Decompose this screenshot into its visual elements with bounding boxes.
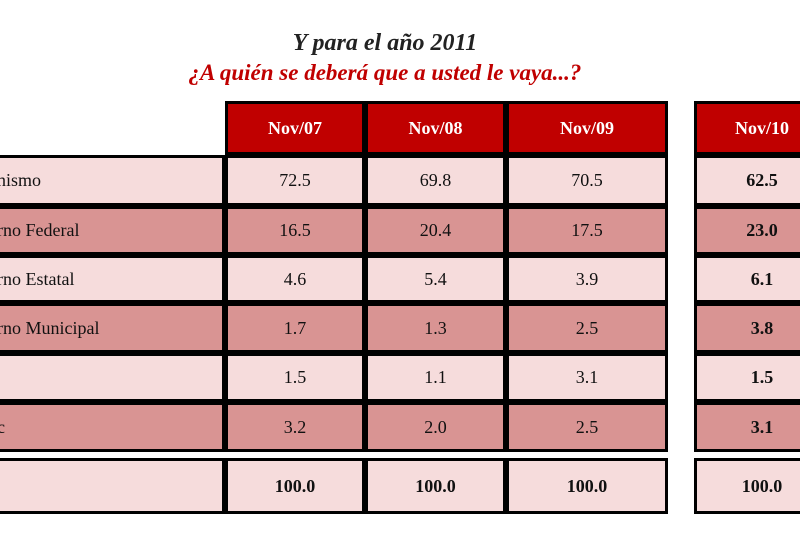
value-cell: 2.5 <box>506 303 668 353</box>
total-cell: 100.0 <box>506 458 668 514</box>
value-cell: 6.1 <box>694 255 800 303</box>
value-cell: 70.5 <box>506 155 668 206</box>
value-cell: 1.3 <box>365 303 506 353</box>
row-label: rno Municipal <box>0 303 225 353</box>
value-cell: 17.5 <box>506 206 668 255</box>
value-cell: 4.6 <box>225 255 365 303</box>
value-cell: 3.9 <box>506 255 668 303</box>
column-header: Nov/09 <box>506 101 668 155</box>
total-cell: 100.0 <box>694 458 800 514</box>
value-cell: 62.5 <box>694 155 800 206</box>
row-label <box>0 353 225 402</box>
value-cell: 23.0 <box>694 206 800 255</box>
row-label: rno Estatal <box>0 255 225 303</box>
value-cell: 69.8 <box>365 155 506 206</box>
value-cell: 3.1 <box>694 402 800 452</box>
value-cell: 1.1 <box>365 353 506 402</box>
value-cell: 5.4 <box>365 255 506 303</box>
value-cell: 72.5 <box>225 155 365 206</box>
column-header: Nov/10 <box>694 101 800 155</box>
row-label <box>0 458 225 514</box>
row-label: c <box>0 402 225 452</box>
column-header: Nov/07 <box>225 101 365 155</box>
total-cell: 100.0 <box>365 458 506 514</box>
value-cell: 1.5 <box>225 353 365 402</box>
value-cell: 1.5 <box>694 353 800 402</box>
row-label: rno Federal <box>0 206 225 255</box>
value-cell: 16.5 <box>225 206 365 255</box>
total-cell: 100.0 <box>225 458 365 514</box>
row-label: nismo <box>0 155 225 206</box>
value-cell: 3.1 <box>506 353 668 402</box>
value-cell: 3.8 <box>694 303 800 353</box>
column-header: Nov/08 <box>365 101 506 155</box>
value-cell: 2.0 <box>365 402 506 452</box>
value-cell: 3.2 <box>225 402 365 452</box>
title: Y para el año 2011 <box>292 30 478 56</box>
subtitle: ¿A quién se deberá que a usted le vaya..… <box>188 60 582 85</box>
value-cell: 2.5 <box>506 402 668 452</box>
value-cell: 1.7 <box>225 303 365 353</box>
value-cell: 20.4 <box>365 206 506 255</box>
